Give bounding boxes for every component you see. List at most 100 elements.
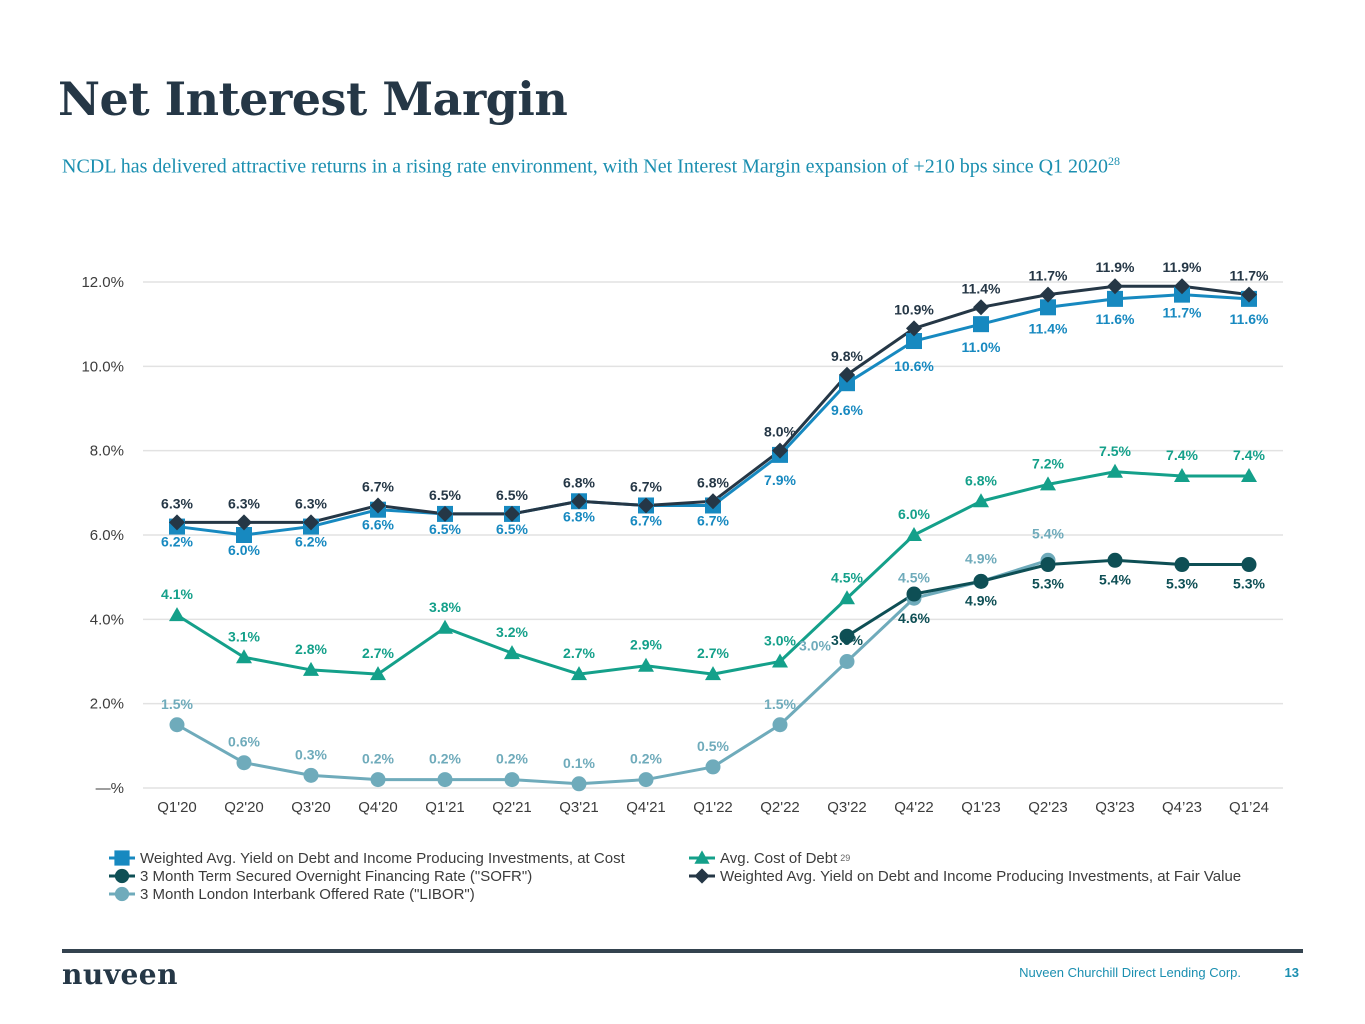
marker-libor bbox=[236, 755, 252, 771]
legend-item-libor: 3 Month London Interbank Offered Rate ("… bbox=[108, 885, 625, 903]
x-tick-label: Q1'22 bbox=[693, 799, 733, 816]
data-label-libor: 0.5% bbox=[697, 738, 729, 754]
marker-yield-cost bbox=[973, 316, 989, 333]
marker-cost-of-debt bbox=[772, 653, 788, 668]
legend-label: 3 Month London Interbank Offered Rate ("… bbox=[140, 885, 475, 903]
page-title: Net Interest Margin bbox=[58, 72, 568, 126]
data-label-yield-fair: 6.3% bbox=[295, 495, 327, 511]
data-label-yield-cost: 10.6% bbox=[894, 358, 934, 374]
legend-item-yield-fair: Weighted Avg. Yield on Debt and Income P… bbox=[688, 867, 1241, 885]
marker-sofr bbox=[1040, 557, 1056, 573]
data-label-cost-of-debt: 4.1% bbox=[161, 586, 193, 602]
data-label-sofr: 5.3% bbox=[1032, 576, 1064, 592]
marker-yield-fair bbox=[1107, 278, 1123, 295]
marker-yield-fair bbox=[638, 497, 654, 514]
marker-cost-of-debt bbox=[1174, 467, 1190, 482]
legend-marker bbox=[694, 850, 710, 864]
x-tick-label: Q3'20 bbox=[291, 799, 331, 816]
marker-yield-cost bbox=[236, 527, 252, 543]
data-label-sofr: 5.4% bbox=[1099, 571, 1131, 587]
y-tick-label: —% bbox=[96, 780, 124, 797]
x-tick-label: Q4'22 bbox=[894, 799, 934, 816]
marker-sofr bbox=[839, 628, 855, 644]
data-label-yield-fair: 6.5% bbox=[496, 487, 528, 503]
subtitle-text: NCDL has delivered attractive returns in… bbox=[62, 155, 1109, 178]
legend-item-cost-of-debt: Avg. Cost of Debt 29 bbox=[688, 849, 1241, 867]
marker-sofr bbox=[906, 586, 922, 602]
line-libor bbox=[176, 558, 1049, 786]
marker-yield-cost bbox=[1174, 286, 1190, 303]
x-tick-label: Q3'23 bbox=[1095, 799, 1135, 816]
marker-cost-of-debt bbox=[973, 493, 989, 508]
legend-label: Weighted Avg. Yield on Debt and Income P… bbox=[140, 849, 625, 867]
x-axis-ticks: Q1'20 Q2'20 Q3'20 Q4'20 Q1'21 Q2'21 Q3'21 Q4'21… bbox=[157, 799, 1269, 816]
data-label-yield-fair: 6.8% bbox=[697, 474, 729, 490]
data-label-libor: 0.6% bbox=[228, 734, 260, 750]
chart-grid bbox=[143, 281, 1283, 789]
marker-libor bbox=[638, 772, 654, 788]
y-tick-label: 12.0% bbox=[81, 274, 124, 291]
legend-marker bbox=[114, 886, 130, 902]
data-label-libor: 0.1% bbox=[563, 755, 595, 771]
marker-yield-cost bbox=[1040, 299, 1056, 316]
marker-libor bbox=[437, 772, 453, 788]
data-label-cost-of-debt: 4.5% bbox=[831, 569, 863, 585]
net-interest-margin-chart: —%2.0%4.0%6.0%8.0%10.0%12.0% Q1'20 Q2'20 Q… bbox=[81, 259, 1283, 816]
data-label-libor: 1.5% bbox=[764, 696, 796, 712]
marker-cost-of-debt bbox=[437, 619, 453, 634]
x-tick-label: Q3'22 bbox=[827, 799, 867, 816]
subtitle-footnote: 28 bbox=[1108, 154, 1121, 168]
data-label-cost-of-debt: 3.8% bbox=[429, 599, 461, 615]
marker-yield-cost bbox=[839, 375, 855, 392]
x-tick-label: Q4'21 bbox=[626, 799, 666, 816]
legend-label: Weighted Avg. Yield on Debt and Income P… bbox=[720, 867, 1242, 885]
marker-yield-cost bbox=[1107, 290, 1123, 307]
x-tick-label: Q2'21 bbox=[492, 799, 532, 816]
data-label-libor: 1.5% bbox=[161, 696, 193, 712]
legend-swatch-circle-icon bbox=[109, 868, 135, 884]
data-label-cost-of-debt: 7.5% bbox=[1099, 443, 1131, 459]
marker-libor bbox=[303, 767, 319, 783]
data-label-cost-of-debt: 2.7% bbox=[563, 645, 595, 661]
marker-libor bbox=[571, 776, 587, 792]
marker-sofr bbox=[1107, 552, 1123, 568]
marker-libor bbox=[504, 772, 520, 788]
data-label-sofr: 5.3% bbox=[1233, 576, 1265, 592]
marker-yield-fair bbox=[973, 299, 989, 316]
legend-item-sofr: 3 Month Term Secured Overnight Financing… bbox=[108, 867, 625, 885]
data-label-cost-of-debt: 2.8% bbox=[295, 641, 327, 657]
marker-cost-of-debt bbox=[370, 666, 386, 681]
marker-yield-cost bbox=[906, 333, 922, 350]
data-label-yield-fair: 11.7% bbox=[1029, 268, 1068, 284]
data-label-cost-of-debt: 3.0% bbox=[764, 633, 796, 649]
data-label-cost-of-debt: 7.2% bbox=[1032, 455, 1064, 471]
data-label-sofr: 4.6% bbox=[898, 610, 930, 626]
data-label-sofr: 4.9% bbox=[965, 592, 997, 608]
data-label-yield-fair: 6.3% bbox=[228, 495, 260, 511]
data-label-yield-fair: 10.9% bbox=[894, 301, 934, 317]
data-label-libor: 0.2% bbox=[630, 751, 662, 767]
marker-yield-fair bbox=[504, 505, 520, 522]
marker-yield-fair bbox=[1241, 286, 1257, 303]
marker-yield-fair bbox=[839, 366, 855, 383]
chart-legend-left: Weighted Avg. Yield on Debt and Income P… bbox=[108, 849, 625, 903]
x-tick-label: Q1'21 bbox=[425, 799, 465, 816]
page-number: 13 bbox=[1284, 965, 1299, 980]
data-label-cost-of-debt: 7.4% bbox=[1166, 447, 1198, 463]
data-label-cost-of-debt: 6.8% bbox=[965, 472, 997, 488]
data-label-yield-fair: 11.9% bbox=[1096, 259, 1135, 275]
legend-label: 3 Month Term Secured Overnight Financing… bbox=[140, 867, 533, 885]
data-label-yield-cost: 11.7% bbox=[1163, 305, 1202, 321]
marker-yield-fair bbox=[370, 497, 386, 514]
y-axis-ticks: —% 2.0% 4.0% 6.0% 8.0% 10.0% 12.0% bbox=[81, 274, 124, 797]
data-label-yield-cost: 6.8% bbox=[563, 508, 595, 524]
data-label-yield-fair: 9.8% bbox=[831, 348, 863, 364]
data-label-yield-fair: 6.7% bbox=[362, 478, 394, 494]
series-markers bbox=[169, 278, 1257, 792]
marker-sofr bbox=[1241, 557, 1257, 573]
legend-label: Avg. Cost of Debt bbox=[720, 849, 838, 867]
marker-yield-fair bbox=[437, 505, 453, 522]
marker-cost-of-debt bbox=[1241, 467, 1257, 482]
marker-yield-fair bbox=[772, 442, 788, 459]
legend-marker bbox=[114, 850, 130, 866]
